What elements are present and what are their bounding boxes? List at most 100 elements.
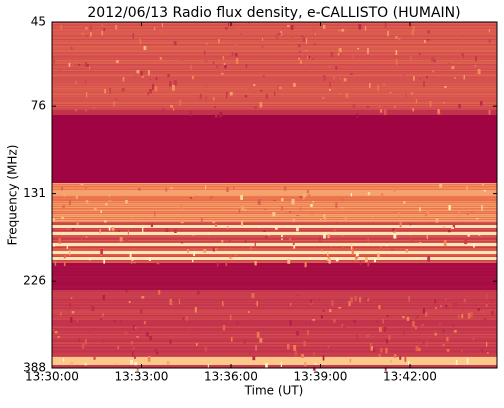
texture-row [52,282,497,283]
texture-speckle [464,240,468,245]
texture-row [52,326,497,327]
texture-speckle [394,354,397,358]
texture-speckle [303,64,306,67]
texture-speckle [477,306,480,310]
texture-row [52,39,497,40]
texture-speckle [115,25,118,30]
texture-row [52,179,497,180]
texture-speckle [213,97,215,101]
texture-speckle [269,346,271,350]
texture-row [52,59,497,60]
texture-speckle [328,258,331,264]
texture-speckle [321,249,323,252]
texture-speckle [349,359,352,363]
texture-speckle [59,68,62,73]
texture-row [52,54,497,55]
texture-speckle [148,70,150,76]
texture-speckle [71,62,74,67]
texture-speckle [131,341,133,345]
texture-speckle [227,22,230,27]
texture-row [52,136,497,137]
texture-speckle [470,211,473,214]
texture-row [52,207,497,208]
texture-speckle [257,199,261,205]
texture-speckle [287,259,291,264]
texture-row [52,81,497,82]
texture-row [52,297,497,298]
texture-speckle [442,226,446,229]
texture-row [52,139,497,140]
texture-row [52,362,497,363]
texture-row [52,137,497,138]
texture-speckle [287,25,290,28]
texture-speckle [132,351,134,357]
texture-speckle [454,77,456,80]
texture-speckle [299,60,303,65]
texture-speckle [191,194,194,198]
texture-row [52,344,497,345]
texture-row [52,160,497,161]
texture-speckle [392,230,396,233]
texture-speckle [312,29,316,35]
texture-speckle [53,243,55,247]
texture-row [52,43,497,44]
texture-speckle [270,26,274,28]
texture-row [52,239,497,240]
texture-speckle [121,88,125,92]
y-tick-label: 388 [23,361,46,375]
texture-speckle [351,250,354,255]
texture-speckle [386,339,388,344]
texture-speckle [212,61,215,65]
texture-speckle [205,185,207,190]
texture-speckle [130,217,133,221]
texture-row [52,68,497,69]
texture-row [52,168,497,169]
texture-row [52,312,497,313]
texture-speckle [133,262,137,264]
texture-row [52,228,497,229]
texture-speckle [367,238,369,243]
texture-speckle [91,306,95,311]
texture-row [52,163,497,164]
texture-speckle [445,298,447,301]
texture-speckle [133,327,137,329]
texture-speckle [475,56,477,62]
texture-speckle [366,106,369,108]
texture-speckle [482,183,484,186]
texture-speckle [141,75,145,78]
texture-speckle [463,299,467,303]
texture-row [52,69,497,70]
texture-speckle [244,209,246,211]
texture-row [52,340,497,341]
texture-speckle [173,80,177,86]
texture-speckle [322,355,325,361]
texture-speckle [482,311,485,313]
texture-speckle [426,210,429,216]
texture-row [52,83,497,84]
texture-speckle [403,329,406,335]
texture-speckle [304,262,307,268]
texture-row [52,316,497,317]
texture-row [52,40,497,41]
texture-row [52,356,497,357]
texture-speckle [405,249,408,253]
texture-speckle [224,27,228,30]
texture-speckle [380,348,383,353]
texture-speckle [354,296,357,302]
texture-row [52,158,497,159]
texture-speckle [75,81,77,84]
x-tick-label: 13:33:00 [115,370,169,384]
texture-speckle [296,331,299,336]
texture-speckle [396,59,398,65]
texture-row [52,226,497,227]
texture-speckle [303,193,306,198]
texture-speckle [314,363,318,365]
texture-speckle [54,331,58,334]
texture-speckle [87,52,89,55]
texture-speckle [349,73,353,75]
texture-row [52,33,497,34]
texture-row [52,254,497,255]
texture-speckle [469,312,473,318]
texture-row [52,313,497,314]
texture-speckle [303,50,307,52]
